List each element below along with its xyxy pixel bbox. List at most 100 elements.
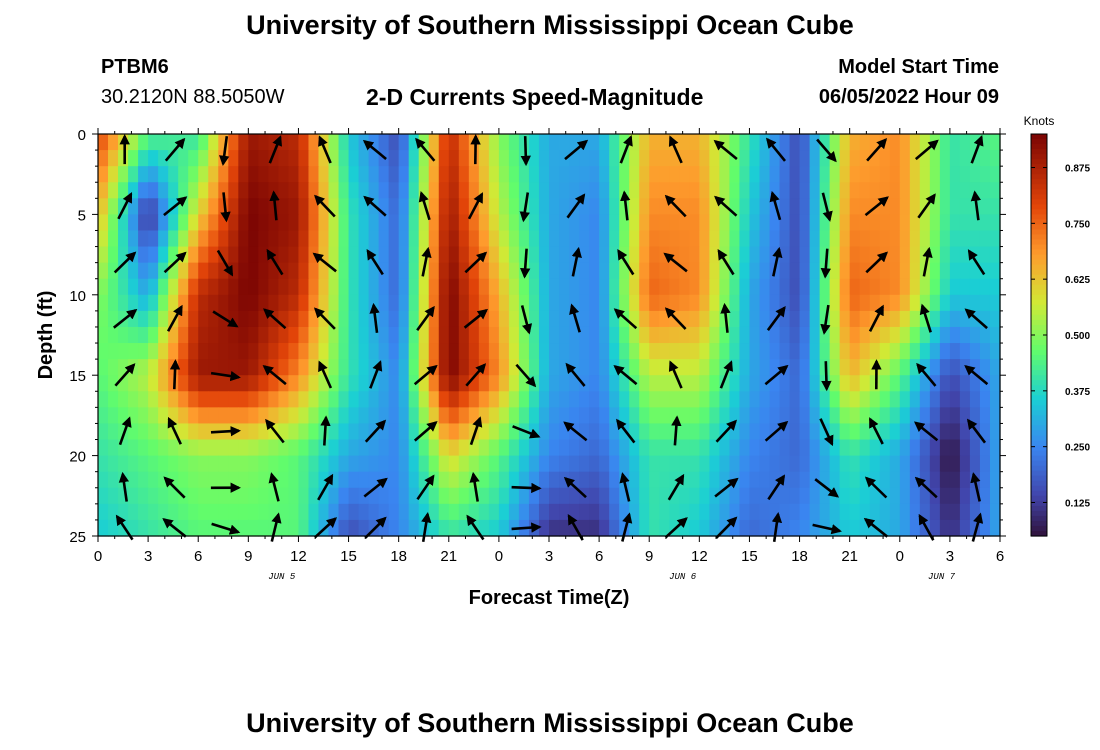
heatmap-cell bbox=[619, 326, 630, 344]
heatmap-cell bbox=[398, 166, 410, 183]
heatmap-cell bbox=[158, 278, 169, 296]
heatmap-cell bbox=[599, 150, 610, 167]
heatmap-cell bbox=[659, 407, 670, 425]
heatmap-cell bbox=[258, 423, 269, 441]
heatmap-cell bbox=[198, 519, 209, 537]
heatmap-cell bbox=[649, 326, 660, 344]
heatmap-cell bbox=[679, 343, 690, 360]
colorbar-segment bbox=[1031, 259, 1047, 266]
heatmap-cell bbox=[549, 134, 560, 151]
heatmap-cell bbox=[338, 471, 350, 489]
heatmap-cell bbox=[208, 439, 219, 457]
heatmap-cell bbox=[689, 519, 700, 537]
heatmap-cell bbox=[348, 471, 360, 489]
heatmap-cell bbox=[358, 503, 370, 521]
heatmap-cell bbox=[308, 423, 320, 441]
heatmap-cell bbox=[388, 182, 400, 199]
heatmap-cell bbox=[909, 359, 921, 376]
heatmap-cell bbox=[168, 455, 179, 473]
heatmap-cell bbox=[388, 198, 400, 215]
heatmap-cell bbox=[899, 343, 911, 360]
heatmap-cell bbox=[228, 439, 239, 457]
heatmap-cell bbox=[248, 519, 259, 537]
heatmap-cell bbox=[148, 391, 159, 408]
heatmap-cell bbox=[328, 310, 340, 328]
heatmap-cell bbox=[308, 166, 320, 183]
heatmap-cell bbox=[949, 439, 961, 457]
heatmap-cell bbox=[869, 391, 881, 408]
current-arrow bbox=[314, 194, 336, 218]
heatmap-cell bbox=[158, 294, 169, 312]
heatmap-cell bbox=[919, 519, 931, 537]
heatmap-cell bbox=[609, 423, 620, 441]
x-tick-label: 15 bbox=[340, 548, 357, 565]
heatmap-cell bbox=[508, 471, 520, 489]
heatmap-cell bbox=[749, 198, 761, 215]
heatmap-cell bbox=[208, 359, 219, 376]
heatmap-cell bbox=[689, 326, 700, 344]
heatmap-cell bbox=[208, 326, 219, 344]
colorbar-segment bbox=[1031, 149, 1047, 155]
heatmap-cell bbox=[418, 455, 430, 473]
heatmap-cell bbox=[488, 407, 500, 425]
heatmap-cell bbox=[739, 262, 751, 280]
current-arrow bbox=[318, 135, 332, 164]
heatmap-cell bbox=[729, 375, 741, 392]
heatmap-cell bbox=[358, 166, 370, 183]
heatmap-cell bbox=[789, 407, 801, 425]
heatmap-cell bbox=[288, 407, 300, 425]
heatmap-cell bbox=[799, 246, 811, 264]
heatmap-cell bbox=[959, 230, 971, 248]
heatmap-cell bbox=[278, 423, 290, 441]
heatmap-cell bbox=[809, 182, 821, 199]
heatmap-cell bbox=[859, 310, 871, 328]
heatmap-cell bbox=[909, 246, 921, 264]
heatmap-cell bbox=[569, 407, 580, 425]
heatmap-cell bbox=[879, 294, 891, 312]
heatmap-cell bbox=[148, 262, 159, 280]
heatmap-cell bbox=[328, 326, 340, 344]
heatmap-cell bbox=[969, 150, 981, 167]
heatmap-cell bbox=[128, 134, 139, 151]
heatmap-cell bbox=[288, 375, 300, 392]
heatmap-cell bbox=[809, 455, 821, 473]
colorbar-segment bbox=[1031, 204, 1047, 210]
heatmap-cell bbox=[629, 423, 640, 441]
heatmap-cell bbox=[118, 407, 129, 425]
heatmap-cell bbox=[358, 230, 370, 248]
heatmap-cell bbox=[258, 519, 269, 537]
heatmap-cell bbox=[368, 439, 380, 457]
heatmap-cell bbox=[138, 182, 149, 199]
heatmap-cell bbox=[979, 359, 991, 376]
heatmap-cell bbox=[288, 166, 300, 183]
heatmap-cell bbox=[348, 214, 360, 232]
heatmap-cell bbox=[228, 471, 239, 489]
heatmap-cell bbox=[278, 471, 290, 489]
heatmap-cell bbox=[929, 310, 941, 328]
heatmap-cell bbox=[328, 230, 340, 248]
heatmap-cell bbox=[839, 246, 851, 264]
heatmap-cell bbox=[498, 407, 510, 425]
heatmap-cell bbox=[328, 278, 340, 296]
heatmap-cell bbox=[388, 214, 400, 232]
heatmap-cell bbox=[98, 423, 109, 441]
current-arrow bbox=[765, 137, 787, 162]
heatmap-cell bbox=[348, 294, 360, 312]
heatmap-cell bbox=[118, 375, 129, 392]
heatmap-cell bbox=[378, 407, 390, 425]
current-arrow bbox=[511, 522, 542, 533]
heatmap-cell bbox=[699, 134, 710, 151]
heatmap-cell bbox=[949, 294, 961, 312]
heatmap-cell bbox=[989, 262, 1001, 280]
current-arrow bbox=[219, 136, 230, 167]
heatmap-cell bbox=[659, 150, 670, 167]
heatmap-cell bbox=[278, 359, 290, 376]
heatmap-cell bbox=[909, 439, 921, 457]
heatmap-cell bbox=[849, 487, 861, 505]
heatmap-cell bbox=[538, 407, 550, 425]
heatmap-cell bbox=[889, 326, 901, 344]
heatmap-cell bbox=[428, 166, 440, 183]
heatmap-cell bbox=[228, 375, 239, 392]
heatmap-cell bbox=[659, 326, 670, 344]
heatmap-cell bbox=[719, 262, 730, 280]
